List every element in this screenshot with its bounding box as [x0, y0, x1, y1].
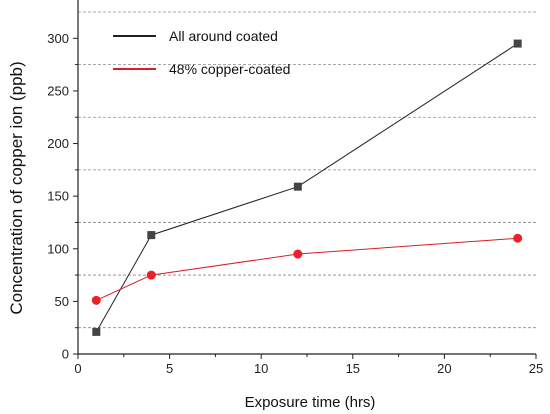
y-tick-label-6: 300: [47, 31, 69, 46]
legend: All around coated 48% copper-coated: [113, 28, 290, 77]
y-tick-label-5: 250: [47, 83, 69, 98]
series-line-1: [96, 237, 518, 301]
data-point-0-2: [293, 182, 302, 191]
x-tick-label-2: 10: [254, 361, 268, 376]
legend-label-0: All around coated: [169, 28, 278, 44]
data-point-0-1: [147, 231, 156, 240]
data-point-0-3: [513, 39, 522, 48]
data-point-1-0: [91, 295, 101, 305]
legend-label-1: 48% copper-coated: [169, 61, 290, 77]
grid-lines: [78, 11, 536, 329]
y-tick-label-3: 150: [47, 189, 69, 204]
x-tick-label-0: 0: [74, 361, 81, 376]
y-tick-label-0: 0: [62, 347, 69, 362]
x-tick-label-5: 25: [529, 361, 543, 376]
data-point-1-2: [293, 249, 303, 259]
series-group: [91, 39, 523, 336]
series-line-0: [95, 43, 518, 333]
x-tick-label-3: 15: [346, 361, 360, 376]
data-point-0-0: [92, 327, 101, 336]
y-axis-title: Concentration of copper ion (ppb): [7, 61, 26, 314]
y-tick-label-1: 50: [55, 294, 69, 309]
x-axis-title: Exposure time (hrs): [245, 394, 376, 411]
x-tick-label-1: 5: [166, 361, 173, 376]
data-point-1-1: [146, 270, 156, 280]
x-tick-label-4: 20: [437, 361, 451, 376]
axes: [73, 0, 537, 359]
y-tick-label-2: 100: [47, 241, 69, 256]
y-tick-label-4: 200: [47, 136, 69, 151]
data-point-1-3: [513, 233, 523, 243]
